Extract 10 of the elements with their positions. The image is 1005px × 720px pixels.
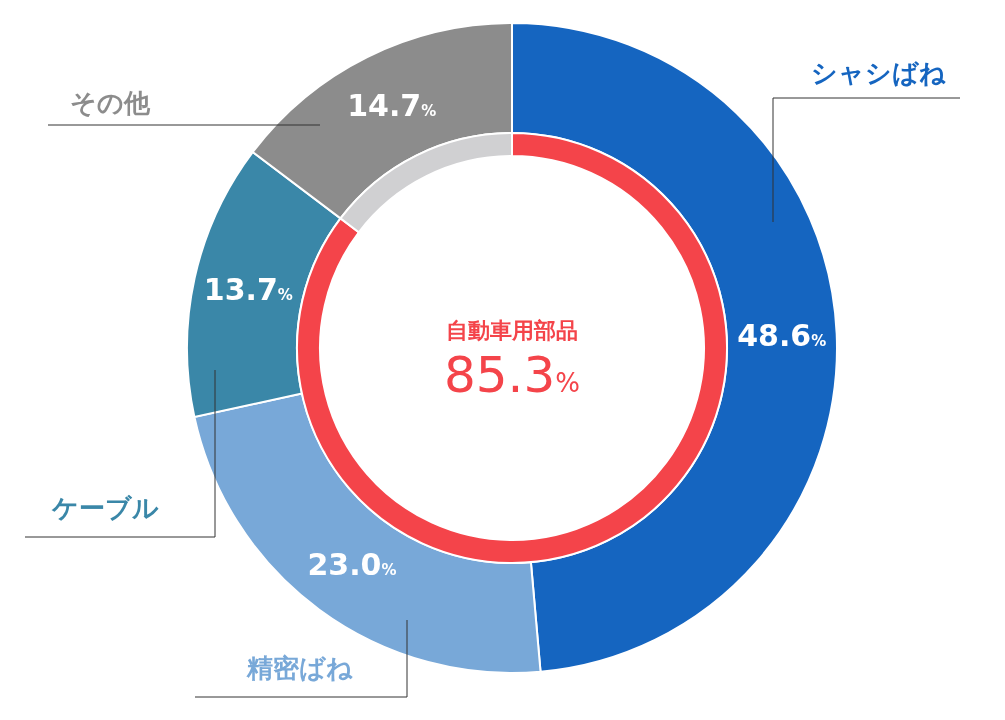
slice-label: 精密ばね [246, 653, 353, 683]
slice-label: シャシばね [810, 58, 946, 88]
data-label: 14.7% [347, 88, 437, 124]
slice-label: ケーブル [50, 493, 159, 523]
slice-label: その他 [70, 88, 151, 118]
data-label: 13.7% [203, 271, 293, 307]
slice-label: 自動車用部品 [446, 318, 578, 343]
data-label: 48.6% [737, 318, 827, 354]
data-label: 85.3% [443, 346, 581, 404]
data-label: 23.0% [307, 547, 397, 583]
